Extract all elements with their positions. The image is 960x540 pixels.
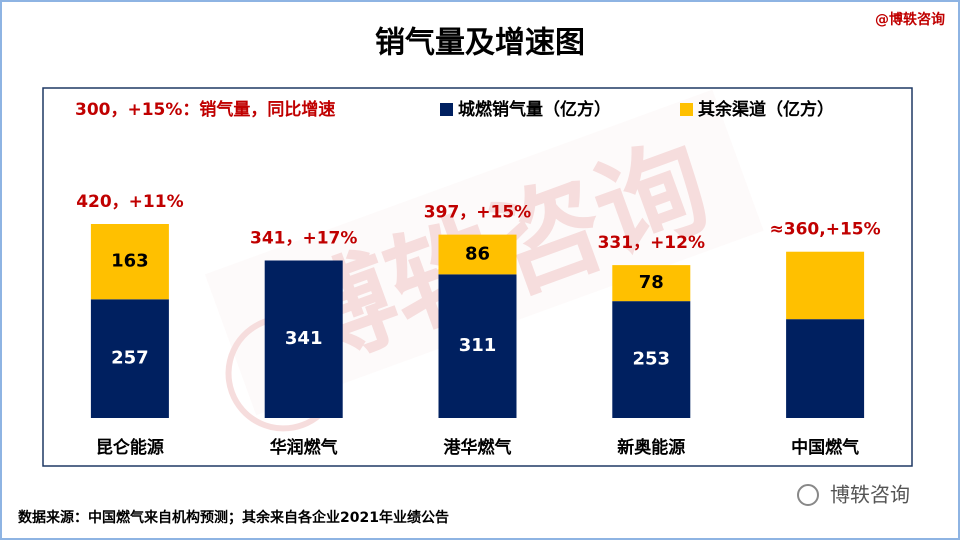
value-label: 163 [111, 251, 149, 272]
legend-swatch [680, 103, 693, 116]
x-tick-label: 港华燃气 [444, 437, 512, 458]
value-label: 311 [459, 335, 497, 356]
legend-swatch [440, 103, 453, 116]
source-note: 数据来源：中国燃气来自机构预测；其余来自各企业2021年业绩公告 [18, 509, 449, 526]
value-label: 78 [639, 272, 664, 293]
value-label: 341 [285, 328, 323, 349]
x-tick-label: 中国燃气 [791, 437, 859, 458]
brand: @博轶咨询 [875, 11, 945, 28]
plot-frame [42, 87, 913, 467]
x-tick-label: 华润燃气 [270, 437, 338, 458]
total-label: 420，+11% [76, 192, 183, 212]
bar-segment [438, 234, 517, 275]
total-label: 341，+17% [250, 228, 357, 248]
bar-segment [438, 274, 517, 418]
legend-note: 300，+15%：销气量，同比增速 [75, 99, 335, 120]
bar-segment [90, 224, 169, 300]
total-label: ≈360,+15% [770, 220, 881, 240]
legend-label: 其余渠道（亿方） [698, 99, 834, 120]
legend-label: 城燃销气量（亿方） [458, 99, 611, 120]
footer-brand: 博轶咨询 [830, 483, 910, 507]
bar-segment [612, 265, 691, 302]
bar-segment [90, 299, 169, 418]
chart-title: 销气量及增速图 [375, 26, 585, 61]
wechat-icon [797, 484, 819, 506]
bar-segment [612, 301, 691, 418]
value-label: 253 [633, 349, 671, 370]
total-label: 331，+12% [598, 233, 705, 253]
bar-segment [786, 319, 865, 418]
x-tick-label: 昆仑能源 [96, 437, 164, 458]
value-label: 86 [465, 243, 490, 264]
total-label: 397，+15% [424, 203, 531, 223]
bar-segment [264, 260, 343, 418]
x-tick-label: 新奥能源 [617, 437, 685, 458]
bar-segment [786, 251, 865, 320]
value-label: 257 [111, 348, 149, 369]
